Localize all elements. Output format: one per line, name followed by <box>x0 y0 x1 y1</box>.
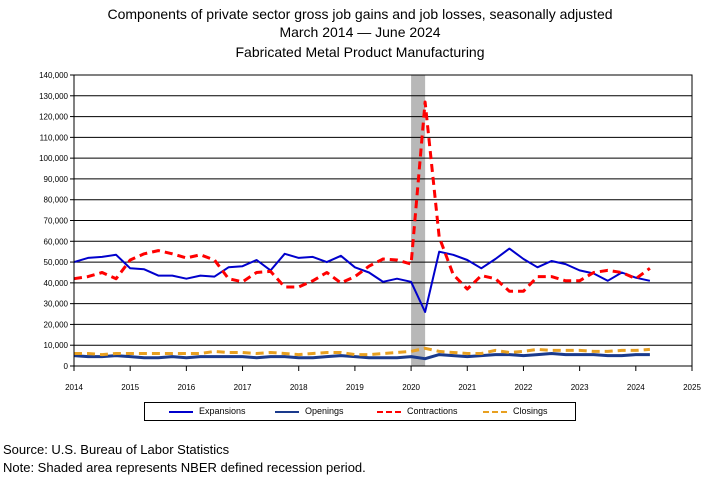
legend-label: Expansions <box>199 406 246 416</box>
chart-date-range: March 2014 — June 2024 <box>279 24 441 40</box>
legend-label: Openings <box>305 406 344 416</box>
x-tick-label: 2022 <box>515 383 533 392</box>
chart-industry: Fabricated Metal Product Manufacturing <box>235 44 485 60</box>
legend-swatch <box>275 411 299 413</box>
y-tick-label: 10,000 <box>44 341 69 350</box>
y-tick-label: 140,000 <box>39 71 68 80</box>
x-tick-label: 2023 <box>571 383 589 392</box>
y-tick-label: 90,000 <box>44 175 69 184</box>
legend-label: Contractions <box>407 406 458 416</box>
x-tick-label: 2018 <box>290 383 308 392</box>
chart-title: Components of private sector gross job g… <box>107 6 613 22</box>
x-tick-label: 2020 <box>402 383 420 392</box>
legend: Expansions Openings Contractions Closings <box>144 402 576 421</box>
y-tick-label: 110,000 <box>40 133 69 142</box>
legend-label: Closings <box>513 406 548 416</box>
y-tick-label: 60,000 <box>44 237 69 246</box>
x-tick-label: 2014 <box>65 383 83 392</box>
recession-note: Note: Shaded area represents NBER define… <box>3 460 366 475</box>
y-tick-label: 130,000 <box>39 92 68 101</box>
series-line-expansions <box>73 247 651 313</box>
y-tick-label: 30,000 <box>44 300 69 309</box>
x-tick-label: 2016 <box>177 383 195 392</box>
x-tick-label: 2025 <box>683 383 701 392</box>
series-line-openings <box>73 352 650 361</box>
x-tick-label: 2021 <box>458 383 476 392</box>
source-note: Source: U.S. Bureau of Labor Statistics <box>3 442 230 457</box>
series-line-contractions <box>73 100 651 293</box>
legend-swatch <box>169 411 193 413</box>
y-tick-label: 100,000 <box>39 154 68 163</box>
x-tick-label: 2015 <box>121 383 139 392</box>
y-tick-label: 80,000 <box>44 196 69 205</box>
y-tick-label: 50,000 <box>44 258 69 267</box>
y-tick-label: 40,000 <box>44 279 69 288</box>
plot-frame <box>73 74 693 367</box>
y-tick-label: 70,000 <box>44 217 69 226</box>
y-tick-label: 20,000 <box>44 320 69 329</box>
x-tick-label: 2024 <box>627 383 645 392</box>
legend-swatch <box>377 411 401 413</box>
legend-swatch <box>483 411 507 413</box>
x-tick-label: 2017 <box>234 383 252 392</box>
x-tick-label: 2019 <box>346 383 364 392</box>
y-tick-label: 0 <box>64 362 69 371</box>
y-tick-label: 120,000 <box>39 113 68 122</box>
series-line-closings <box>74 346 651 357</box>
